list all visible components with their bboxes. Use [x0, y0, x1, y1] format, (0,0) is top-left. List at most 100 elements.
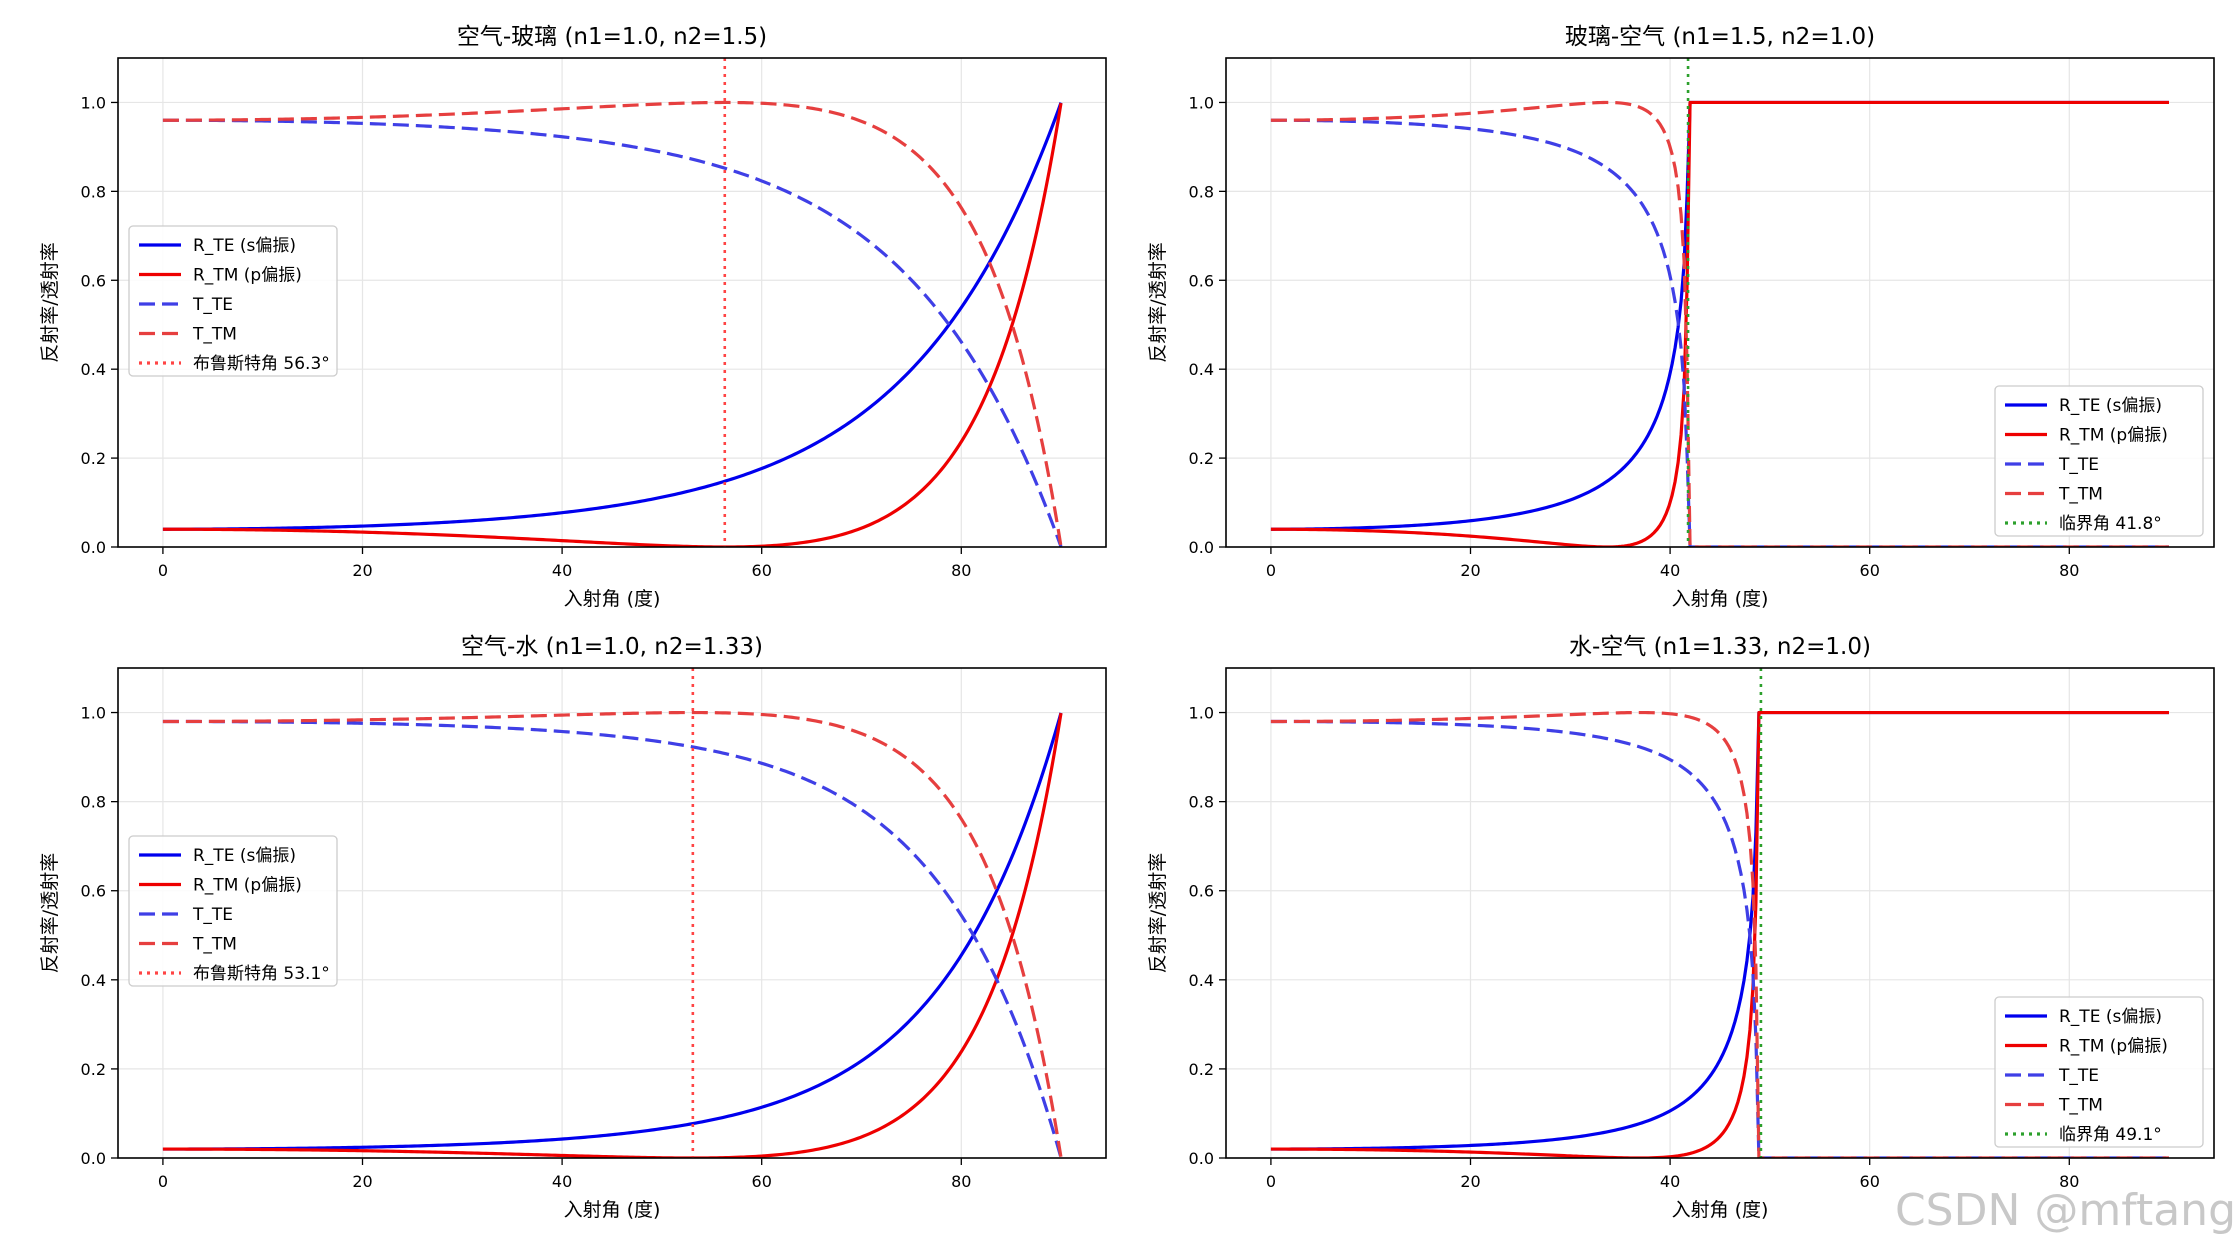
y-tick-label: 0.2 [1189, 1060, 1214, 1079]
y-tick-label: 0.4 [81, 360, 106, 379]
x-tick-label: 20 [352, 1172, 372, 1191]
y-axis-label: 反射率/透射率 [1147, 242, 1169, 362]
x-tick-label: 20 [1460, 1172, 1480, 1191]
y-tick-label: 0.6 [1189, 882, 1214, 901]
legend: R_TE (s偏振) R_TM (p偏振) T_TE T_TM 布鲁斯特角 53.1° [128, 835, 338, 987]
legend-box [128, 225, 338, 377]
series-line-r-tm [1270, 100, 2169, 547]
x-tick-label: 60 [752, 1172, 772, 1191]
y-tick-label: 0.6 [81, 271, 106, 290]
y-tick-label: 0.2 [81, 1060, 106, 1079]
watermark: CSDN @mftang [1894, 1185, 2236, 1236]
y-tick-label: 1.0 [1189, 704, 1214, 723]
legend-label: T_TE [192, 295, 233, 315]
series-line-t-tm [1270, 100, 2169, 547]
y-tick-label: 0.8 [81, 793, 106, 812]
y-tick-label: 0.8 [81, 182, 106, 201]
legend-label: R_TM (p偏振) [193, 266, 302, 286]
y-tick-label: 0.0 [81, 538, 106, 557]
series-line-t-te [162, 719, 1063, 1158]
x-tick-label: 80 [951, 561, 971, 580]
series-line-r-tm [162, 712, 1063, 1158]
y-tick-label: 1.0 [1189, 93, 1214, 112]
x-tick-label: 40 [552, 1172, 572, 1191]
legend-label: R_TE (s偏振) [2059, 396, 2162, 416]
plot-area [162, 58, 1063, 547]
series-line-r-te [162, 712, 1063, 1151]
x-tick-label: 0 [158, 561, 168, 580]
x-tick-label: 0 [1266, 561, 1276, 580]
legend-label: T_TE [2058, 1066, 2099, 1086]
x-tick-label: 40 [1660, 561, 1680, 580]
y-tick-label: 0.6 [1189, 271, 1214, 290]
x-axis-label: 入射角 (度) [1672, 588, 1769, 610]
y-axis-label: 反射率/透射率 [39, 853, 61, 973]
y-tick-label: 0.8 [1189, 182, 1214, 201]
series-line-t-tm [162, 100, 1063, 547]
y-tick-label: 0.0 [1189, 1149, 1214, 1168]
x-axis-label: 入射角 (度) [1672, 1199, 1769, 1221]
legend-label: R_TM (p偏振) [2059, 426, 2168, 446]
chart-panel-2: 0 20 40 60 80 0.0 0.2 0.4 0.6 0.8 1.0 玻璃-空气 (n1=1.5… [1147, 24, 2215, 610]
legend-label: 临界角 49.1° [2059, 1125, 2162, 1145]
axes-frame [117, 57, 1107, 548]
y-tick-label: 1.0 [81, 704, 106, 723]
x-axis-label: 入射角 (度) [564, 1199, 661, 1221]
x-tick-label: 60 [1860, 1172, 1880, 1191]
legend-label: R_TE (s偏振) [2059, 1007, 2162, 1027]
chart-title: 水-空气 (n1=1.33, n2=1.0) [1569, 634, 1871, 660]
plot-area [1270, 668, 2169, 1158]
legend-box [128, 835, 338, 987]
x-tick-label: 80 [951, 1172, 971, 1191]
y-axis-label: 反射率/透射率 [1147, 853, 1169, 973]
x-tick-label: 20 [352, 561, 372, 580]
y-tick-label: 0.8 [1189, 793, 1214, 812]
x-tick-label: 40 [552, 561, 572, 580]
chart-panel-3: 0 20 40 60 80 0.0 0.2 0.4 0.6 0.8 1.0 空气-水 (n1=1.0,… [39, 634, 1107, 1221]
y-tick-label: 0.0 [1189, 538, 1214, 557]
chart-title: 空气-水 (n1=1.0, n2=1.33) [461, 634, 763, 660]
x-tick-label: 60 [752, 561, 772, 580]
y-tick-label: 0.4 [1189, 971, 1214, 990]
series-line-t-te [1270, 118, 2169, 547]
x-tick-label: 0 [1266, 1172, 1276, 1191]
axes-frame [1225, 667, 2215, 1159]
legend: R_TE (s偏振) R_TM (p偏振) T_TE T_TM 临界角 49.1° [1994, 996, 2204, 1148]
x-tick-label: 60 [1860, 561, 1880, 580]
series-line-t-tm [1270, 710, 2169, 1158]
x-tick-label: 40 [1660, 1172, 1680, 1191]
y-tick-label: 0.4 [81, 971, 106, 990]
series-line-t-tm [162, 710, 1063, 1158]
legend-label: R_TE (s偏振) [193, 236, 296, 256]
legend-label: T_TE [2058, 455, 2099, 475]
plot-area [162, 668, 1063, 1158]
series-line-r-tm [162, 102, 1063, 547]
series-line-t-te [162, 118, 1063, 547]
y-tick-label: 0.2 [1189, 449, 1214, 468]
legend-box [1994, 385, 2204, 537]
legend-label: T_TM [192, 935, 237, 955]
legend-label: T_TM [2058, 1096, 2103, 1116]
y-axis-label: 反射率/透射率 [39, 242, 61, 362]
legend-label: R_TM (p偏振) [2059, 1037, 2168, 1057]
x-tick-label: 80 [2059, 1172, 2079, 1191]
legend-label: 布鲁斯特角 53.1° [193, 964, 330, 984]
chart-panel-4: 0 20 40 60 80 0.0 0.2 0.4 0.6 0.8 1.0 水-空气 (n1=1.33… [1147, 634, 2215, 1221]
y-tick-label: 0.6 [81, 882, 106, 901]
x-tick-label: 20 [1460, 561, 1480, 580]
legend-label: 临界角 41.8° [2059, 514, 2162, 534]
chart-title: 空气-玻璃 (n1=1.0, n2=1.5) [457, 24, 767, 50]
axes-frame [117, 667, 1107, 1159]
legend-label: 布鲁斯特角 56.3° [193, 354, 330, 374]
series-line-r-tm [1270, 710, 2169, 1158]
y-tick-label: 0.4 [1189, 360, 1214, 379]
x-tick-label: 0 [158, 1172, 168, 1191]
chart-title: 玻璃-空气 (n1=1.5, n2=1.0) [1565, 24, 1875, 50]
legend: R_TE (s偏振) R_TM (p偏振) T_TE T_TM 临界角 41.8° [1994, 385, 2204, 537]
legend-label: R_TM (p偏振) [193, 876, 302, 896]
legend-box [1994, 996, 2204, 1148]
y-tick-label: 1.0 [81, 93, 106, 112]
plot-area [1270, 58, 2169, 547]
x-tick-label: 80 [2059, 561, 2079, 580]
